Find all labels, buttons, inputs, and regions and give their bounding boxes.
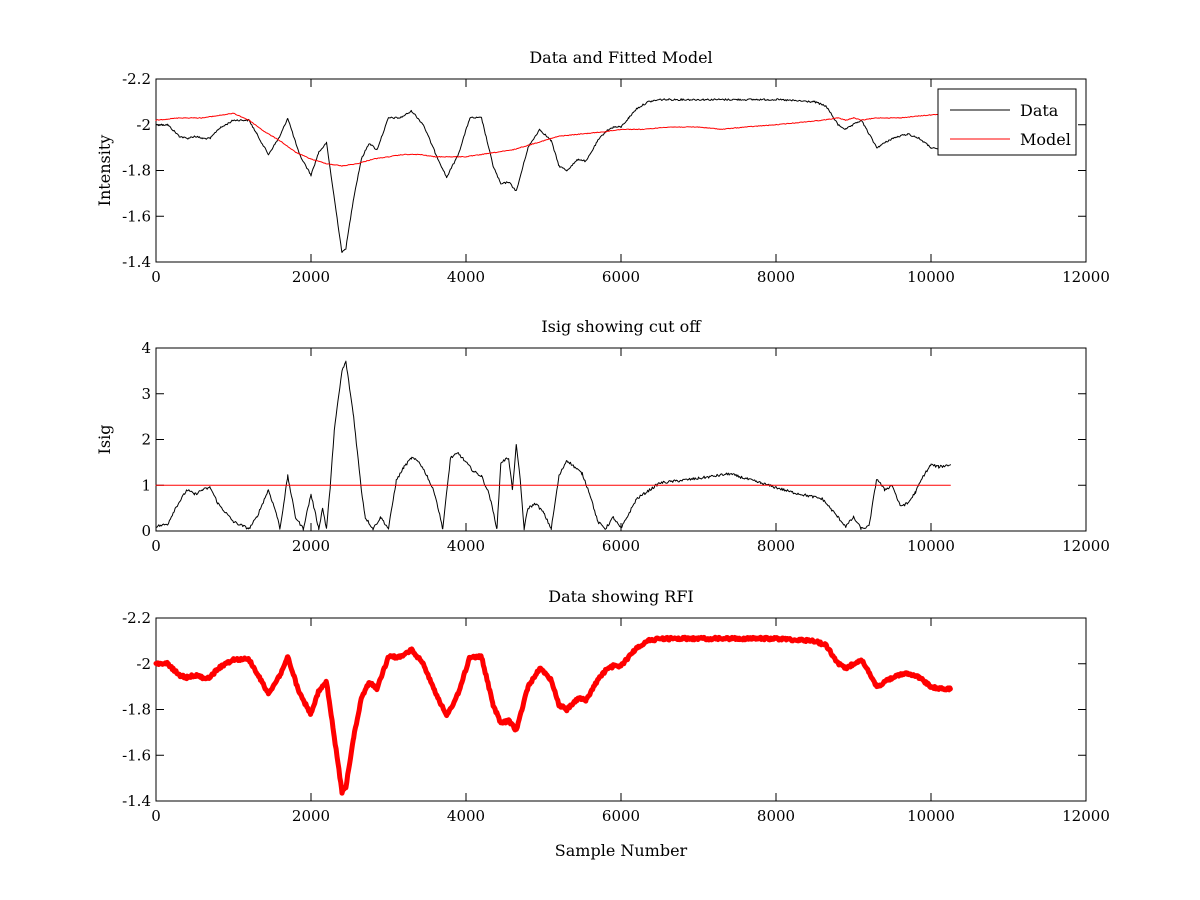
chart2-ytick-label: 1	[141, 476, 151, 494]
chart1-xtick-label: 6000	[602, 268, 640, 286]
chart1-xtick-label: 4000	[447, 268, 485, 286]
chart1-axes: 0 2000 4000 6000 8000 10000 12000 -1.4 -1.6 -1.8 -…	[95, 48, 1110, 286]
chart1-legend-label-model: Model	[1020, 130, 1071, 149]
chart2-series-1-line	[155, 360, 951, 531]
chart1-xtick-label: 0	[151, 268, 161, 286]
chart3-xtick-label: 12000	[1062, 807, 1110, 825]
chart1-ytick-label: -2	[136, 116, 151, 134]
chart3-axes: 0 2000 4000 6000 8000 10000 12000 -1.4 -1.6 -1.8 -…	[122, 587, 1110, 860]
chart2-plot-area	[155, 347, 1087, 532]
chart3-ytick-label: -1.8	[122, 701, 151, 719]
chart2-xtick-label: 12000	[1062, 537, 1110, 555]
chart3-ytick-label: -2.2	[122, 609, 151, 627]
chart2-title: Isig showing cut off	[541, 317, 702, 336]
chart3-plot-area	[155, 617, 1087, 802]
chart3-xlabel: Sample Number	[555, 841, 688, 860]
chart1-ytick-label: -1.8	[122, 162, 151, 180]
chart3-series-1-line	[153, 634, 953, 796]
chart2-ytick-label: 4	[141, 339, 151, 357]
chart1-xtick-label: 10000	[907, 268, 955, 286]
chart2-ytick-label: 0	[141, 522, 151, 540]
chart2-xtick-label: 6000	[602, 537, 640, 555]
chart1-model-line	[155, 112, 951, 167]
chart2-xtick-label: 8000	[757, 537, 795, 555]
chart3-xtick-label: 0	[151, 807, 161, 825]
chart3-xtick-label: 10000	[907, 807, 955, 825]
chart3-xtick-label: 4000	[447, 807, 485, 825]
chart2-ylabel: Isig	[95, 425, 114, 455]
chart2-ytick-label: 2	[141, 431, 151, 449]
chart2-ytick-label: 3	[141, 385, 151, 403]
chart3-xtick-label: 2000	[292, 807, 330, 825]
chart3-xtick-label: 6000	[602, 807, 640, 825]
chart3-ytick-label: -2	[136, 655, 151, 673]
chart3-xtick-label: 8000	[757, 807, 795, 825]
chart1-xtick-label: 12000	[1062, 268, 1110, 286]
chart2-xtick-label: 10000	[907, 537, 955, 555]
chart1-legend-label-data: Data	[1020, 101, 1059, 120]
chart1-xtick-label: 2000	[292, 268, 330, 286]
chart1-legend: Data Model	[937, 88, 1077, 156]
chart2-axes: 0 2000 4000 6000 8000 10000 12000 0 1 2 3 4 Isig sho…	[95, 317, 1110, 555]
chart3-title: Data showing RFI	[548, 587, 693, 606]
chart1-title: Data and Fitted Model	[529, 48, 712, 67]
chart1-xtick-label: 8000	[757, 268, 795, 286]
chart2-xtick-label: 4000	[447, 537, 485, 555]
chart2-xtick-label: 2000	[292, 537, 330, 555]
chart1-ytick-label: -1.4	[122, 253, 151, 271]
chart1-ylabel: Intensity	[95, 135, 114, 207]
chart3-ytick-label: -1.4	[122, 792, 151, 810]
chart1-ytick-label: -1.6	[122, 207, 151, 225]
chart1-legend-box	[937, 88, 1077, 156]
chart2-xtick-label: 0	[151, 537, 161, 555]
chart3-ytick-label: -1.6	[122, 746, 151, 764]
chart1-plot-area	[155, 78, 1087, 263]
chart1-ytick-label: -2.2	[122, 70, 151, 88]
